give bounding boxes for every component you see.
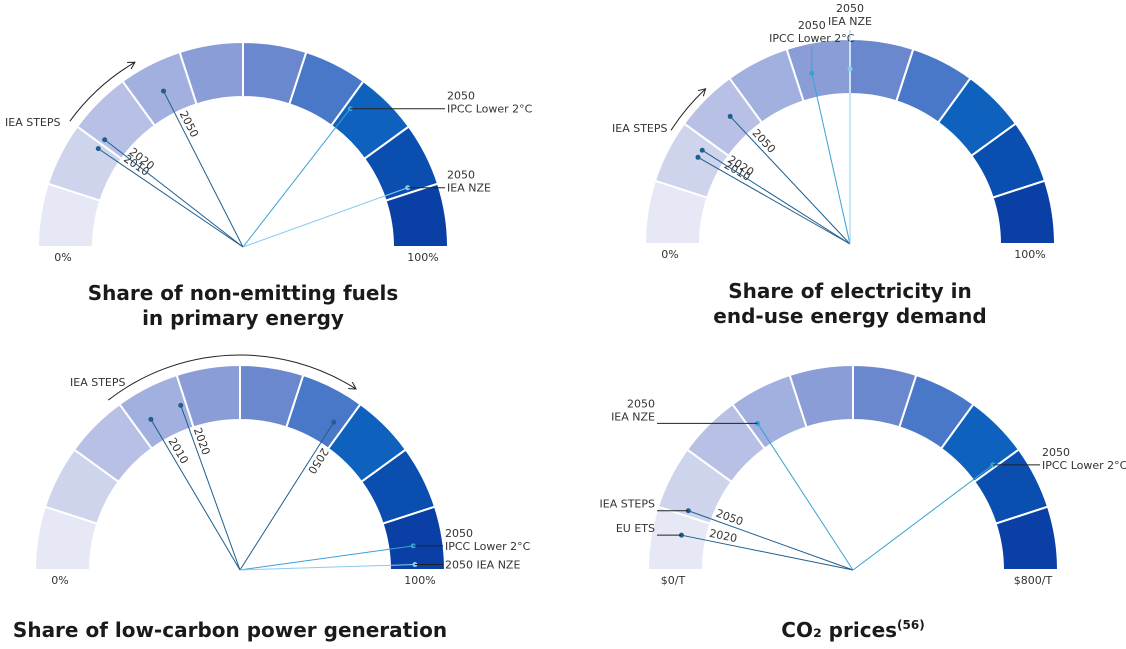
range-label: 100% (407, 251, 438, 264)
needle (239, 421, 335, 571)
needle (180, 405, 241, 571)
annotation: IEA STEPS (5, 116, 61, 129)
needle-dot (148, 416, 154, 422)
range-label: 100% (404, 574, 435, 587)
needle (701, 149, 851, 245)
annotation: IEA STEPS (612, 122, 668, 135)
needle (97, 148, 244, 248)
callout-label: IPCC Lower 2°C (769, 32, 855, 45)
annotation: IEA STEPS (70, 376, 126, 389)
title-line: in primary energy (142, 306, 344, 330)
callout-label: 2050 (445, 527, 473, 540)
needle-dot (699, 147, 705, 153)
needle (239, 564, 415, 571)
title-line: Share of non-emitting fuels (88, 281, 398, 305)
arrow (107, 354, 355, 401)
needle (104, 139, 244, 248)
range-label: 0% (51, 574, 68, 587)
needle (242, 187, 408, 248)
callout-label: IPCC Lower 2°C (445, 540, 531, 553)
needle (163, 90, 244, 248)
needle-dot (695, 154, 701, 160)
callout-label: IEA NZE (828, 15, 872, 28)
chart-title: Share of electricity in end-use energy de… (713, 279, 986, 328)
title-note: (56) (897, 618, 925, 632)
range-label: 0% (54, 251, 71, 264)
callout-label: IEA NZE (611, 410, 655, 423)
gauge-segment (384, 182, 450, 248)
gauge-segment (381, 505, 447, 571)
year-label: 2020 (708, 527, 738, 545)
range-label: $0/T (661, 574, 686, 587)
callout-label: 2050 (836, 2, 864, 15)
callout-label: 2050 (447, 169, 475, 182)
callout-label: 2050 (447, 90, 475, 103)
needle (688, 510, 854, 571)
gauge-segment (991, 179, 1057, 245)
chart-title: Share of low-carbon power generation (13, 618, 447, 642)
range-label: 0% (661, 248, 678, 261)
needle-dot (95, 146, 101, 152)
callout-label: 2050 (627, 397, 655, 410)
needle (729, 116, 851, 245)
gauge-segment (994, 505, 1060, 571)
title-line: Share of low-carbon power generation (13, 618, 447, 642)
chart-title: Share of non-emitting fuels in primary en… (88, 281, 398, 330)
callout-label: IPCC Lower 2°C (1042, 459, 1126, 472)
title-line: CO₂ prices (781, 618, 897, 642)
range-label: 100% (1014, 248, 1045, 261)
needle (697, 156, 851, 245)
title-line: end-use energy demand (713, 304, 986, 328)
needle-dot (102, 137, 108, 143)
title-line: Share of electricity in (728, 279, 971, 303)
needle-dot (331, 419, 337, 425)
needle (811, 73, 851, 245)
callout-label: 2050 (1042, 446, 1070, 459)
needle-dot (161, 88, 167, 94)
needle (852, 464, 994, 571)
callout-label: IEA STEPS (600, 498, 656, 511)
callout-label: IEA NZE (447, 182, 491, 195)
needle (150, 419, 241, 571)
needle (239, 545, 414, 571)
callout-label: 2050 (798, 19, 826, 32)
callout-label: IPCC Lower 2°C (447, 103, 533, 116)
needle-dot (727, 113, 733, 119)
arrow (69, 63, 134, 122)
needle (757, 423, 854, 571)
needle (242, 108, 351, 248)
needle (681, 534, 854, 571)
callout-label: 2050 IEA NZE (445, 559, 520, 572)
range-label: $800/T (1014, 574, 1053, 587)
arrow (670, 89, 705, 131)
needle-dot (178, 402, 184, 408)
callout-label: EU ETS (616, 522, 655, 535)
chart-title: CO₂ prices(56) (781, 618, 924, 642)
